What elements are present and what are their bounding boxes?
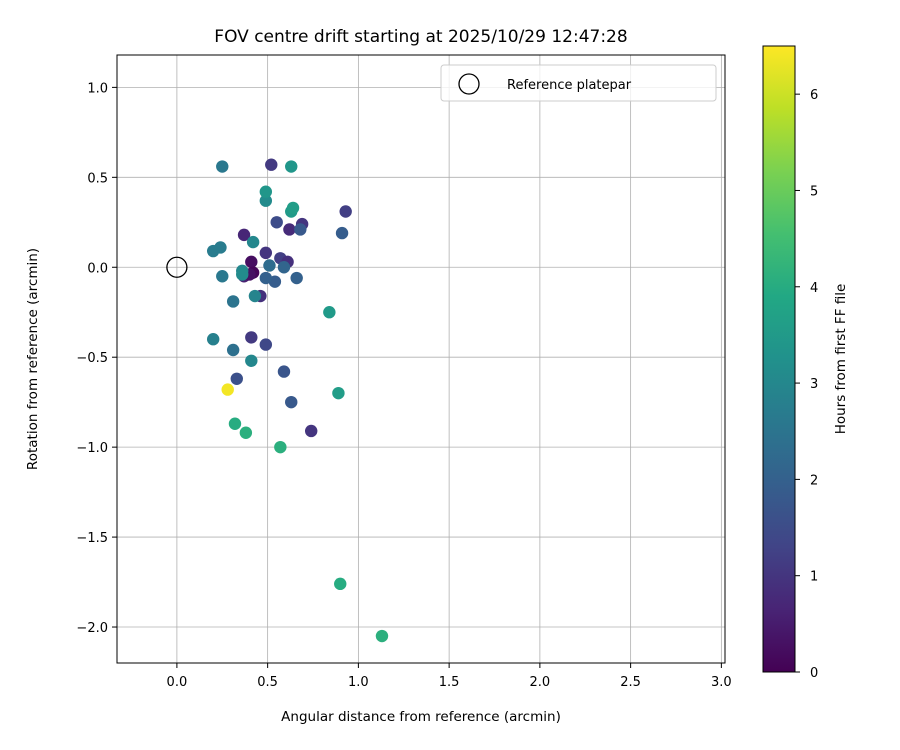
colorbar-tick-label: 5: [810, 184, 818, 199]
scatter-point: [245, 354, 258, 367]
scatter-point: [304, 424, 318, 438]
grid-lines: [117, 55, 725, 663]
y-tick-label: −1.0: [76, 441, 108, 456]
scatter-point: [277, 365, 291, 378]
scatter-point: [228, 417, 242, 430]
y-tick-label: −2.0: [76, 621, 108, 636]
y-axis-label: Rotation from reference (arcmin): [25, 248, 41, 470]
x-tick-label: 1.5: [439, 675, 460, 690]
scatter-point: [246, 235, 260, 249]
x-tick-label: 1.0: [348, 675, 369, 690]
scatter-point: [226, 295, 240, 308]
scatter-point: [259, 246, 273, 260]
reference-marker: [166, 256, 188, 278]
colorbar-tick-label: 1: [810, 570, 818, 585]
scatter-point: [265, 158, 278, 171]
colorbar-label: Hours from first FF file: [833, 284, 849, 435]
x-tick-label: 2.0: [530, 675, 551, 690]
x-tick-label: 0.0: [167, 675, 188, 690]
scatter-point: [285, 160, 298, 173]
scatter-point: [236, 268, 249, 281]
colorbar: 0 1 2 3 4 5 6 Hours from first FF file: [762, 45, 849, 681]
scatter-point: [332, 386, 345, 400]
scatter-point: [277, 261, 291, 274]
y-tick-label: 0.5: [87, 171, 108, 186]
colorbar-tick-label: 0: [810, 666, 818, 681]
scatter-point: [375, 629, 389, 643]
scatter-point: [334, 577, 347, 591]
colorbar-ticks: 0 1 2 3 4 5 6: [795, 88, 818, 681]
scatter-point: [259, 194, 273, 207]
reference-marker-layer: [166, 256, 188, 278]
y-tick-label: −0.5: [76, 351, 108, 366]
colorbar-tick-label: 3: [810, 377, 818, 392]
x-tick-label: 0.5: [257, 675, 278, 690]
x-axis-label: Angular distance from reference (arcmin): [281, 709, 561, 725]
scatter-point: [339, 205, 352, 218]
scatter-point: [214, 241, 227, 254]
colorbar-tick-label: 6: [810, 88, 818, 103]
scatter-point: [259, 338, 273, 351]
scatter-point: [245, 331, 258, 344]
scatter-point: [216, 270, 229, 283]
y-tick-label: 0.0: [87, 261, 108, 276]
x-tick-label: 3.0: [711, 675, 732, 690]
scatter-point: [285, 395, 298, 409]
scatter-point: [239, 426, 253, 439]
scatter-point: [221, 383, 234, 396]
scatter-point: [245, 255, 258, 269]
scatter-point: [283, 223, 296, 236]
legend-box: [440, 64, 717, 102]
scatter-point: [259, 271, 273, 285]
scatter-point: [216, 160, 229, 173]
scatter-point: [263, 259, 276, 272]
legend-reference-marker: [458, 73, 480, 95]
x-axis-ticks: 0.0 0.5 1.0 1.5 2.0 2.5 3.0: [167, 663, 732, 690]
scatter-point: [290, 271, 303, 285]
x-tick-label: 2.5: [620, 675, 641, 690]
scatter-point: [230, 372, 243, 385]
data-points: [206, 158, 389, 643]
scatter-point: [323, 306, 336, 319]
scatter-point: [259, 185, 273, 198]
scatter-point: [335, 226, 349, 240]
colorbar-tick-label: 2: [810, 473, 818, 488]
colorbar-gradient: [762, 45, 796, 673]
scatter-point: [286, 201, 300, 215]
chart-title: FOV centre drift starting at 2025/10/29 …: [214, 27, 627, 47]
scatter-point: [206, 333, 220, 346]
scatter-point: [237, 228, 251, 242]
scatter-point: [270, 216, 283, 229]
legend: Reference platepar: [440, 64, 717, 102]
scatter-point: [226, 343, 240, 357]
scatter-point: [294, 223, 307, 236]
y-tick-label: 1.0: [87, 81, 108, 96]
scatter-point: [248, 289, 262, 303]
plot-frame: [116, 54, 726, 664]
legend-entry-label: Reference platepar: [507, 78, 632, 93]
scatter-point: [274, 440, 287, 454]
y-axis-ticks: 1.0 0.5 0.0 −0.5 −1.0 −1.5 −2.0: [76, 81, 117, 636]
colorbar-tick-label: 4: [810, 281, 818, 296]
y-tick-label: −1.5: [76, 531, 108, 546]
